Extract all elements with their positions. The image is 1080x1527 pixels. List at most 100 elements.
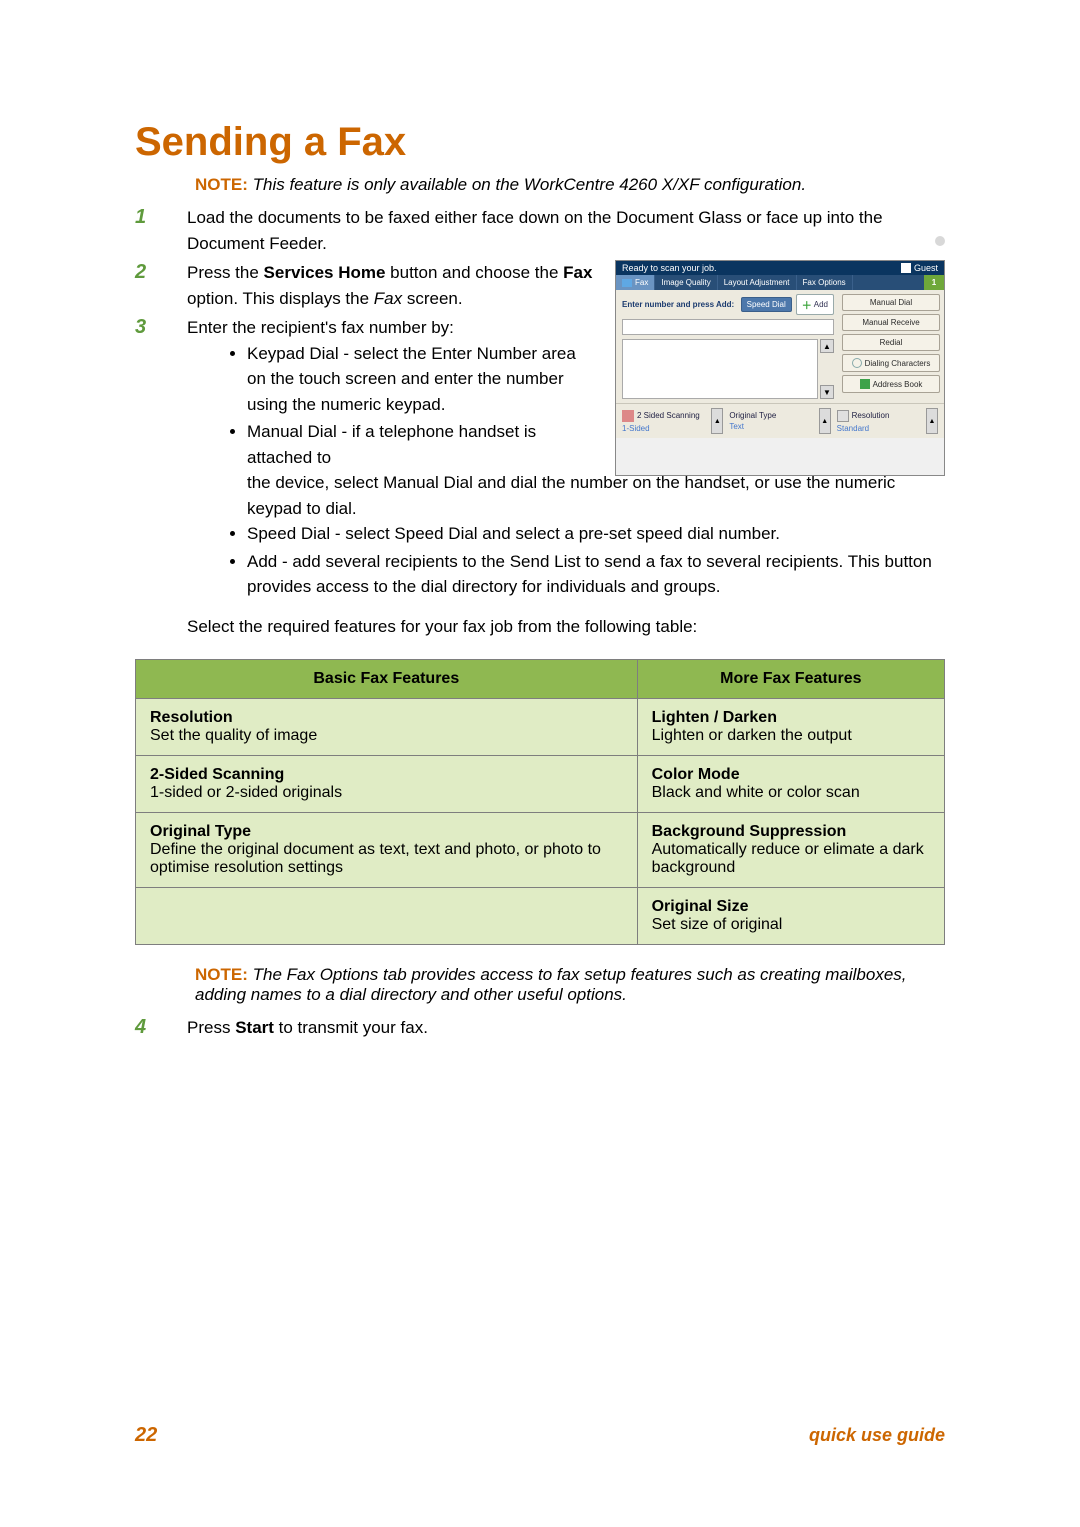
ss-left: Enter number and press Add: Speed Dial ＋… [616,290,840,403]
ss-tab-layout[interactable]: Layout Adjustment [718,275,797,290]
ss-enter-label: Enter number and press Add: [622,300,737,309]
address-book-icon [860,379,870,389]
ss-tab-iq[interactable]: Image Quality [655,275,717,290]
address-book-label: Address Book [873,380,923,389]
dialing-characters-label: Dialing Characters [865,359,931,368]
note-2-label: NOTE: [195,965,248,984]
ss-tab-fax[interactable]: Fax [616,275,655,290]
scroll-down-icon[interactable]: ▼ [820,385,834,399]
step-3-body: Enter the recipient's fax number by: Key… [187,315,595,472]
plus-icon: ＋ [802,297,812,312]
step-3-bullet-2: Speed Dial - select Speed Dial and selec… [247,521,945,547]
ss-bottom: 2 Sided Scanning 1-Sided ▲ Original Type… [616,403,944,438]
page-footer: 22 quick use guide [135,1424,945,1447]
more-cell-2: Background SuppressionAutomatically redu… [637,813,944,888]
basic-cell-3 [136,888,638,945]
table-row: 2-Sided Scanning1-sided or 2-sided origi… [136,756,945,813]
step-2-mid: button and choose the [385,263,563,282]
ss-guest-label: Guest [914,263,938,273]
ss-tab-options[interactable]: Fax Options [797,275,853,290]
step-2-bold2: Fax [563,263,592,282]
step-2-ital: Fax [374,289,402,308]
step-3-cont: the device, select Manual Dial and dial … [135,472,945,653]
more-cell-desc-0: Lighten or darken the output [652,727,852,744]
step-3-bullets-top: Keypad Dial - select the Enter Number ar… [187,341,595,471]
basic-cell-desc-1: 1-sided or 2-sided originals [150,784,342,801]
fax-features-table: Basic Fax Features More Fax Features Res… [135,659,945,945]
step-3-cont-body: the device, select Manual Dial and dial … [187,472,945,653]
ss-guest: Guest [901,263,938,273]
resolution-icon [837,410,849,422]
note-2: NOTE: The Fax Options tab provides acces… [195,965,945,1005]
ss-2sided-sub: 1-Sided [622,424,705,433]
step-2-body: Press the Services Home button and choos… [187,260,595,311]
more-cell-3: Original SizeSet size of original [637,888,944,945]
ss-original-type[interactable]: Original Type Text [729,411,812,431]
decorative-dot [935,236,945,246]
ss-type-stepper[interactable]: ▲ [819,408,831,434]
step-3-intro: Enter the recipient's fax number by: [187,318,454,337]
page-title: Sending a Fax [135,120,945,165]
scroll-up-icon[interactable]: ▲ [820,339,834,353]
fax-icon [622,279,632,287]
step-3-bullet-1-remainder: the device, select Manual Dial and dial … [187,470,945,521]
step-2-number: 2 [135,260,169,311]
dialing-characters-icon [852,358,862,368]
two-sided-icon [622,410,634,422]
step-2-post1: option. This displays the [187,289,374,308]
step-1-body: Load the documents to be faxed either fa… [187,205,945,256]
list-scrollbar[interactable]: ▲ ▼ [820,339,834,399]
step-4-number: 4 [135,1015,169,1041]
th-basic: Basic Fax Features [136,660,638,699]
ss-right: Manual Dial Manual Receive Redial Dialin… [840,290,944,403]
ss-type-sub: Text [729,422,812,431]
step-3-bullet-0: Keypad Dial - select the Enter Number ar… [247,341,595,418]
number-input[interactable] [622,319,834,335]
step-2-post2: screen. [402,289,462,308]
ss-res-sub: Standard [837,424,920,433]
more-cell-title-1: Color Mode [652,766,930,784]
note-1: NOTE: This feature is only available on … [195,175,945,195]
basic-cell-0: ResolutionSet the quality of image [136,699,638,756]
ss-res-title: Resolution [852,411,890,420]
ss-res-stepper[interactable]: ▲ [926,408,938,434]
ss-resolution[interactable]: Resolution Standard [837,410,920,433]
speed-dial-button[interactable]: Speed Dial [741,297,792,312]
step-2: 2 Press the Services Home button and cho… [135,260,595,311]
basic-cell-title-0: Resolution [150,709,623,727]
ss-2sided-stepper[interactable]: ▲ [711,408,723,434]
footer-page-number: 22 [135,1424,157,1447]
step-2-bold1: Services Home [264,263,386,282]
more-cell-desc-1: Black and white or color scan [652,784,860,801]
table-intro: Select the required features for your fa… [187,614,945,640]
manual-receive-button[interactable]: Manual Receive [842,314,940,331]
basic-cell-2: Original TypeDefine the original documen… [136,813,638,888]
redial-button[interactable]: Redial [842,334,940,351]
add-button[interactable]: ＋ Add [796,294,834,315]
more-cell-1: Color ModeBlack and white or color scan [637,756,944,813]
ss-2sided-title: 2 Sided Scanning [637,411,700,420]
step-4-post: to transmit your fax. [274,1018,428,1037]
step-3-bullet-3: Add - add several recipients to the Send… [247,549,945,600]
more-cell-desc-2: Automatically reduce or elimate a dark b… [652,841,924,876]
address-book-button[interactable]: Address Book [842,375,940,393]
step-2-pre: Press the [187,263,264,282]
table-row: ResolutionSet the quality of image Lighte… [136,699,945,756]
step-1: 1 Load the documents to be faxed either … [135,205,945,256]
table-row: Original SizeSet size of original [136,888,945,945]
step-4-body: Press Start to transmit your fax. [187,1015,945,1041]
basic-cell-1: 2-Sided Scanning1-sided or 2-sided origi… [136,756,638,813]
ss-job-count: 1 [924,275,944,290]
step-3-bullet-1-partial: Manual Dial - if a telephone handset is … [247,419,595,470]
ss-status: Ready to scan your job. [622,263,717,273]
step-3: 3 Enter the recipient's fax number by: K… [135,315,595,472]
table-row: Original TypeDefine the original documen… [136,813,945,888]
note-1-label: NOTE: [195,175,248,194]
ss-2sided[interactable]: 2 Sided Scanning 1-Sided [622,410,705,433]
manual-dial-button[interactable]: Manual Dial [842,294,940,311]
step-1-number: 1 [135,205,169,256]
recipient-list[interactable] [622,339,818,399]
ss-tab-fax-label: Fax [635,278,648,287]
basic-cell-desc-0: Set the quality of image [150,727,317,744]
dialing-characters-button[interactable]: Dialing Characters [842,354,940,372]
